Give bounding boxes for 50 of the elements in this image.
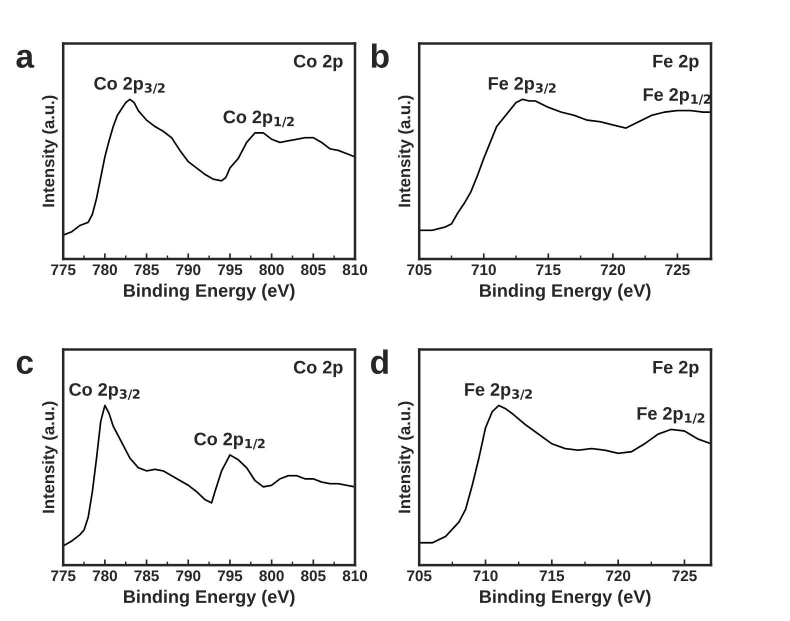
x-tick-label: 800 (259, 264, 284, 276)
x-tick-label: 795 (218, 264, 242, 276)
y-axis-title: Intensity (a.u.) (398, 402, 414, 513)
chart-title: b (372, 43, 389, 68)
x-tick-label: 805 (301, 264, 326, 276)
x-axis-title: Binding Energy (eV) (480, 590, 650, 607)
y-axis-title: Intensity (a.u.) (398, 96, 414, 207)
x-axis-title: Binding Energy (eV) (124, 284, 294, 301)
annotation: Co 2p$_{1/2}$ (194, 432, 265, 450)
text: Co 2p (294, 54, 343, 72)
x-tick-label: 715 (540, 570, 564, 582)
chart-title: c (16, 356, 34, 374)
x-tick-label: 800 (259, 570, 284, 582)
x-tick-label: 775 (51, 570, 76, 582)
x-tick-label: 795 (218, 570, 242, 582)
annotation: Fe 2p$_{1/2}$ (644, 88, 711, 105)
x-tick-label: 775 (51, 264, 76, 276)
x-tick-label: 780 (92, 264, 118, 276)
x-tick-label: 805 (301, 570, 326, 582)
x-tick-label: 710 (472, 264, 496, 276)
y-axis-title: Intensity (a.u.) (42, 96, 58, 207)
x-axis-title: Binding Energy (eV) (124, 590, 294, 607)
x-tick-label: 780 (92, 570, 118, 582)
x-tick-label: 720 (600, 264, 625, 276)
x-tick-label: 725 (672, 570, 697, 582)
text: Co 2p (294, 360, 343, 378)
annotation: Co 2p$_{3/2}$ (94, 77, 165, 94)
x-tick-label: 790 (176, 264, 200, 276)
x-tick-label: 705 (407, 570, 432, 582)
x-tick-label: 790 (176, 570, 200, 582)
x-tick-label: 810 (342, 570, 368, 582)
annotation: Co 2p$_{3/2}$ (69, 383, 140, 400)
text: Fe 2p (653, 54, 699, 72)
annotation: Fe 2p$_{3/2}$ (488, 77, 556, 94)
annotation: Fe 2p$_{3/2}$ (465, 383, 532, 400)
x-tick-label: 705 (407, 264, 432, 276)
x-tick-label: 785 (134, 570, 159, 582)
chart-title: a (16, 50, 34, 68)
text: Fe 2p (653, 360, 699, 378)
x-tick-label: 785 (134, 264, 159, 276)
annotation: Co 2p$_{1/2}$ (224, 110, 294, 128)
x-tick-label: 710 (473, 570, 498, 582)
chart-title: d (371, 350, 388, 374)
y-axis-title: Intensity (a.u.) (42, 402, 58, 513)
x-tick-label: 720 (606, 570, 630, 582)
x-tick-label: 725 (665, 264, 690, 276)
x-tick-label: 715 (536, 264, 561, 276)
x-tick-label: 810 (342, 264, 368, 276)
x-axis-title: Binding Energy (eV) (480, 284, 650, 301)
annotation: Fe 2p$_{1/2}$ (638, 407, 704, 424)
